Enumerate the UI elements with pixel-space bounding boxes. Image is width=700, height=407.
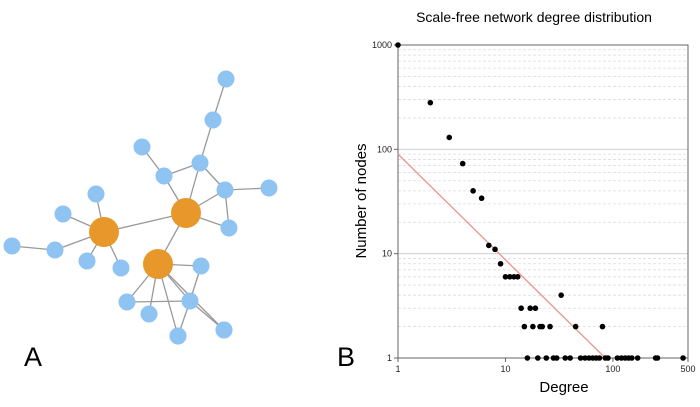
data-point: [492, 246, 498, 253]
leaf-node: [155, 167, 173, 185]
leaf-node: [220, 219, 238, 237]
leaf-node: [204, 111, 222, 129]
data-point: [518, 305, 524, 312]
data-point: [534, 355, 541, 361]
leaf-node: [140, 305, 158, 323]
x-tick-label: 500: [680, 364, 695, 374]
leaf-node: [3, 237, 21, 255]
data-point: [547, 323, 553, 330]
data-point: [459, 160, 466, 167]
data-point: [527, 305, 534, 312]
leaf-node: [87, 185, 105, 203]
leaf-node: [215, 321, 233, 339]
data-point: [470, 188, 476, 194]
data-point: [530, 323, 536, 330]
x-tick-label: 1: [395, 364, 400, 374]
data-point: [486, 242, 492, 249]
panel-b-label: B: [337, 342, 355, 372]
network-diagram: [3, 70, 278, 345]
leaf-node: [112, 259, 130, 277]
data-point: [599, 323, 606, 330]
x-axis-label: Degree: [539, 379, 588, 396]
data-point: [629, 355, 635, 361]
plot-frame: [397, 44, 689, 359]
data-point: [553, 355, 560, 361]
leaf-node: [217, 70, 235, 88]
data-point: [502, 274, 509, 280]
data-point: [605, 355, 611, 361]
leaf-node: [191, 154, 209, 172]
x-tick-label: 10: [500, 364, 510, 374]
data-point: [614, 355, 621, 361]
leaf-node: [192, 257, 210, 275]
leaf-node: [216, 181, 234, 199]
data-point: [395, 42, 401, 48]
network-edge: [126, 300, 191, 303]
x-tick-label: 100: [605, 364, 620, 374]
data-point: [558, 292, 564, 298]
y-tick-label: 1000: [372, 40, 392, 50]
chart-gridlines: [398, 49, 688, 327]
leaf-node: [181, 292, 199, 310]
network-nodes: [3, 70, 278, 345]
chart-title: Scale-free network degree distribution: [416, 9, 652, 25]
data-point: [596, 355, 603, 361]
y-tick-label: 1: [387, 353, 392, 363]
y-tick-label: 10: [382, 249, 392, 259]
data-point: [654, 355, 661, 361]
data-point: [514, 274, 521, 280]
data-point: [497, 260, 504, 267]
data-point: [572, 323, 579, 330]
network-edges: [11, 78, 270, 337]
hub-node: [171, 198, 201, 228]
panel-a-label: A: [24, 342, 42, 372]
data-points: [395, 42, 686, 361]
data-point: [532, 305, 539, 312]
data-point: [577, 355, 584, 361]
data-point: [446, 134, 453, 141]
degree-chart: 1 10 100 1000 1 10 100 500: [372, 40, 696, 374]
y-tick-label: 100: [377, 144, 392, 154]
data-point: [478, 195, 485, 202]
data-point: [543, 355, 550, 361]
leaf-node: [169, 327, 187, 345]
data-point: [582, 355, 588, 361]
data-point: [567, 355, 573, 361]
hub-node: [89, 217, 119, 247]
leaf-node: [260, 179, 278, 197]
hub-node: [143, 249, 173, 279]
leaf-node: [78, 252, 96, 270]
leaf-node: [46, 241, 64, 259]
leaf-node: [118, 293, 136, 311]
data-point: [427, 99, 434, 106]
data-point: [539, 323, 546, 330]
leaf-node: [54, 205, 72, 223]
data-point: [524, 355, 531, 361]
data-point: [562, 355, 569, 361]
leaf-node: [133, 138, 151, 156]
data-point: [680, 355, 686, 361]
data-point: [521, 323, 528, 330]
fit-line: [397, 153, 606, 359]
y-axis-label: Number of nodes: [353, 143, 370, 258]
data-point: [507, 274, 513, 280]
x-axis-ticks: 1 10 100 500: [395, 358, 696, 374]
y-axis-ticks: 1 10 100 1000: [372, 40, 398, 363]
data-point: [634, 355, 641, 361]
